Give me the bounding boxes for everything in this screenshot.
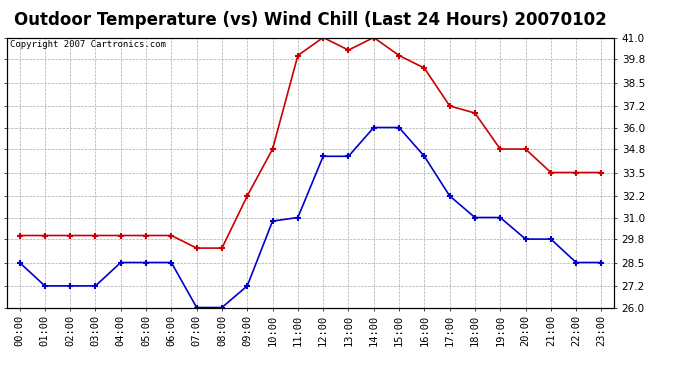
Text: Copyright 2007 Cartronics.com: Copyright 2007 Cartronics.com	[10, 40, 166, 49]
Text: Outdoor Temperature (vs) Wind Chill (Last 24 Hours) 20070102: Outdoor Temperature (vs) Wind Chill (Las…	[14, 11, 607, 29]
